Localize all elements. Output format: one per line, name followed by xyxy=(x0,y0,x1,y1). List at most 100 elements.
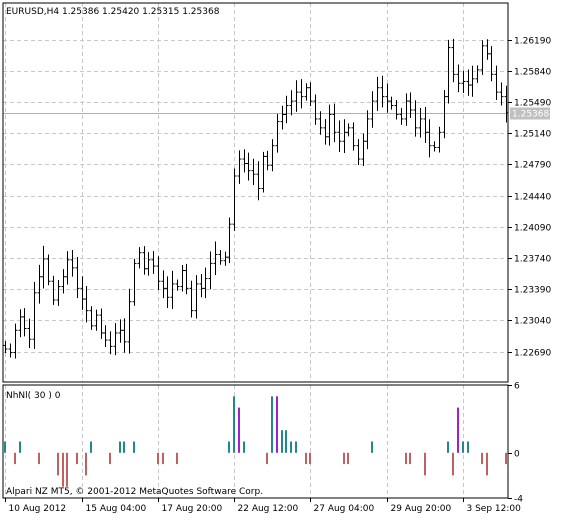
indicator-tick-label: 6 xyxy=(514,382,520,392)
price-bar xyxy=(489,46,494,82)
price-bar xyxy=(399,107,404,125)
price-tick-label: 1.25490 xyxy=(514,99,551,109)
last-price-label: 1.25368 xyxy=(512,110,549,120)
price-bar xyxy=(189,280,194,318)
price-bar xyxy=(318,111,323,135)
indicator-bar xyxy=(19,441,21,453)
indicator-bar xyxy=(371,441,373,453)
price-bar xyxy=(108,331,113,355)
price-bar xyxy=(137,247,142,269)
price-bar xyxy=(466,69,471,96)
price-bars xyxy=(3,38,509,359)
indicator-bar xyxy=(238,407,240,453)
indicator-bar xyxy=(285,430,287,453)
indicator-bar xyxy=(481,452,483,465)
price-bar xyxy=(356,139,361,165)
time-tick-label: 29 Aug 20:00 xyxy=(391,504,452,514)
price-bar xyxy=(361,133,366,166)
price-tick-label: 1.22690 xyxy=(514,349,551,359)
price-bar xyxy=(208,251,213,290)
price-bar xyxy=(480,40,485,75)
indicator-bar xyxy=(457,407,459,453)
price-bar xyxy=(265,150,270,171)
price-tick-label: 1.25140 xyxy=(514,130,551,140)
price-bar xyxy=(175,279,180,291)
footer-copyright: Alpari NZ MT5, © 2001-2012 MetaQuotes So… xyxy=(6,487,263,497)
price-bar xyxy=(46,254,51,286)
price-bar xyxy=(118,319,123,343)
price-bar xyxy=(294,80,299,112)
price-bar xyxy=(432,141,437,152)
price-bar xyxy=(413,100,418,137)
indicator-bar xyxy=(309,452,311,465)
price-bar xyxy=(346,123,351,137)
indicator-bar xyxy=(505,452,507,465)
price-bar xyxy=(89,306,94,330)
price-bar xyxy=(308,82,313,107)
price-bar xyxy=(18,309,23,338)
price-bar xyxy=(99,308,104,339)
price-bar xyxy=(475,65,480,83)
indicator-bar xyxy=(57,452,59,476)
indicator-bar xyxy=(157,452,159,465)
price-bar xyxy=(342,119,347,153)
indicator-bar xyxy=(452,452,454,476)
indicator-bar xyxy=(424,452,426,476)
price-bar xyxy=(142,246,147,275)
time-tick-label: 22 Aug 12:00 xyxy=(238,504,299,514)
indicator-bar xyxy=(243,441,245,453)
price-bar xyxy=(337,120,342,152)
price-bar xyxy=(289,90,294,116)
price-tick-label: 1.24440 xyxy=(514,193,551,203)
indicator-bar xyxy=(133,441,135,453)
price-bar xyxy=(170,270,175,310)
indicator-bar xyxy=(290,441,292,453)
price-bar xyxy=(370,91,375,128)
price-bar xyxy=(122,318,127,353)
price-bar xyxy=(32,281,37,349)
price-bar xyxy=(103,325,108,347)
price-bar xyxy=(365,110,370,150)
price-bar xyxy=(394,100,399,120)
price-tick-label: 1.23390 xyxy=(514,286,551,296)
indicator-bar xyxy=(271,396,273,453)
price-bar xyxy=(494,65,499,101)
indicator-bar xyxy=(162,452,164,465)
price-bar xyxy=(389,96,394,110)
indicator-bar xyxy=(66,452,68,487)
price-bar xyxy=(437,126,442,153)
price-tick-label: 1.23040 xyxy=(514,317,551,327)
price-bar xyxy=(313,94,318,125)
price-bar xyxy=(242,149,247,173)
indicator-bar xyxy=(76,452,78,465)
last-price-tag: 1.25368 xyxy=(510,107,550,120)
price-bar xyxy=(80,276,85,310)
time-axis: 10 Aug 2012 15 Aug 04:00 17 Aug 20:00 22 Au… xyxy=(5,498,521,514)
price-bar xyxy=(84,286,89,323)
indicator-bar xyxy=(233,396,235,453)
time-tick-label: 17 Aug 20:00 xyxy=(162,504,223,514)
price-bar xyxy=(256,161,261,201)
price-bar xyxy=(227,217,232,264)
price-bar xyxy=(75,256,80,299)
price-bar xyxy=(251,158,256,185)
price-bar xyxy=(380,75,385,108)
price-bar xyxy=(41,245,46,289)
indicator-bar xyxy=(405,452,407,465)
indicator-bar xyxy=(176,452,178,465)
price-bar xyxy=(151,251,156,274)
price-tick-label: 1.26190 xyxy=(514,37,551,47)
price-bar xyxy=(327,104,332,146)
indicator-bar xyxy=(228,441,230,453)
price-bar xyxy=(456,64,461,93)
price-bar xyxy=(8,343,13,358)
indicator-bar xyxy=(447,441,449,453)
price-panel-frame xyxy=(2,2,509,383)
indicator-panel-frame xyxy=(2,384,509,499)
indicator-bar xyxy=(281,430,283,453)
indicator-bar xyxy=(123,441,125,453)
price-bar xyxy=(161,270,166,299)
price-bar xyxy=(184,263,189,295)
time-tick-label: 15 Aug 04:00 xyxy=(86,504,147,514)
price-bar xyxy=(375,76,380,111)
